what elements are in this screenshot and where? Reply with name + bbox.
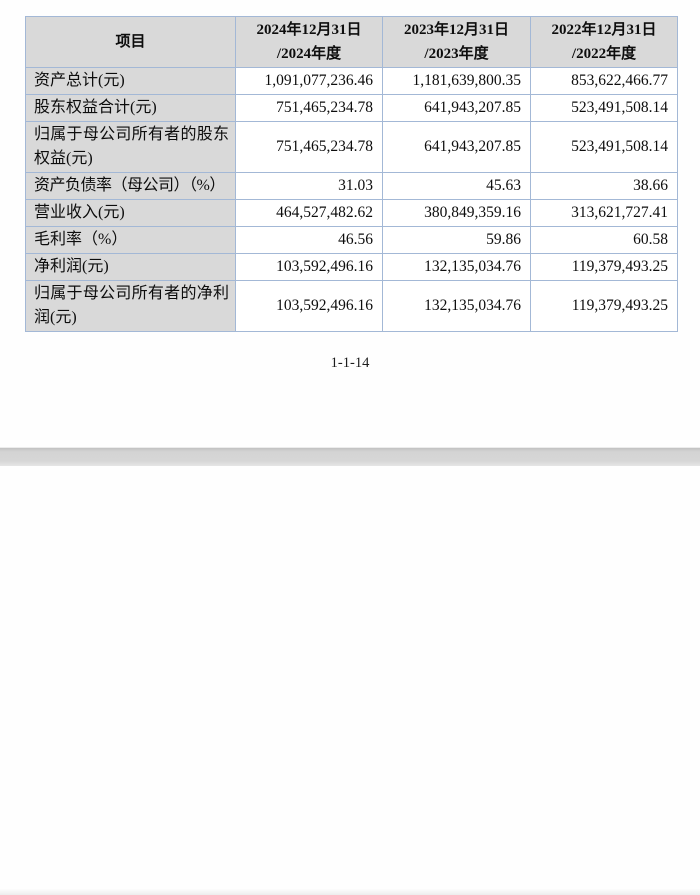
- table-row: 毛利率（%） 46.56 59.86 60.58: [25, 226, 678, 254]
- page-separator: [0, 447, 700, 466]
- value-cell: 751,465,234.78: [235, 121, 383, 173]
- table-header-row: 项目 2024年12月31日 /2024年度 2023年12月31日 /2023年度…: [25, 16, 678, 68]
- row-label: 净利润(元): [25, 253, 236, 281]
- value-cell: 464,527,482.62: [235, 199, 383, 227]
- period-column-header: 2022年12月31日 /2022年度: [530, 16, 678, 68]
- value-cell: 60.58: [530, 226, 678, 254]
- value-cell: 641,943,207.85: [382, 94, 531, 122]
- value-cell: 31.03: [235, 172, 383, 200]
- next-page-separator-hint: [0, 888, 700, 895]
- table-row: 净利润(元) 103,592,496.16 132,135,034.76 119,37…: [25, 253, 678, 281]
- value-cell: 132,135,034.76: [382, 280, 531, 332]
- row-label: 资产负债率（母公司）（%）: [25, 172, 236, 200]
- row-label: 资产总计(元): [25, 67, 236, 95]
- table-row: 营业收入(元) 464,527,482.62 380,849,359.16 313,6…: [25, 199, 678, 227]
- value-cell: 641,943,207.85: [382, 121, 531, 173]
- pdf-page-1: 项目 2024年12月31日 /2024年度 2023年12月31日 /2023年度…: [0, 0, 700, 447]
- row-label: 毛利率（%）: [25, 226, 236, 254]
- value-cell: 313,621,727.41: [530, 199, 678, 227]
- value-cell: 45.63: [382, 172, 531, 200]
- value-cell: 853,622,466.77: [530, 67, 678, 95]
- table-row: 资产负债率（母公司）（%） 31.03 45.63 38.66: [25, 172, 678, 200]
- table-row: 归属于母公司所有者的净利润(元) 103,592,496.16 132,135,03…: [25, 280, 678, 332]
- value-cell: 59.86: [382, 226, 531, 254]
- value-cell: 38.66: [530, 172, 678, 200]
- pdf-page-2: 归属于母公司所有者的扣除非经常性损益后的净利润(元)101,133,678.09…: [0, 465, 700, 895]
- value-cell: 103,592,496.16: [235, 280, 383, 332]
- value-cell: 1,091,077,236.46: [235, 67, 383, 95]
- value-cell: 132,135,034.76: [382, 253, 531, 281]
- row-label: 归属于母公司所有者的股东权益(元): [25, 121, 236, 173]
- value-cell: 751,465,234.78: [235, 94, 383, 122]
- table-row: 资产总计(元) 1,091,077,236.46 1,181,639,800.35 8…: [25, 67, 678, 95]
- value-cell: 103,592,496.16: [235, 253, 383, 281]
- value-cell: 380,849,359.16: [382, 199, 531, 227]
- value-cell: 523,491,508.14: [530, 94, 678, 122]
- value-cell: 1,181,639,800.35: [382, 67, 531, 95]
- period-column-header: 2024年12月31日 /2024年度: [235, 16, 383, 68]
- row-label: 营业收入(元): [25, 199, 236, 227]
- row-label: 股东权益合计(元): [25, 94, 236, 122]
- value-cell: 523,491,508.14: [530, 121, 678, 173]
- table-row: 归属于母公司所有者的股东权益(元) 751,465,234.78 641,943,2…: [25, 121, 678, 173]
- row-label: 归属于母公司所有者的净利润(元): [25, 280, 236, 332]
- table-row: 股东权益合计(元) 751,465,234.78 641,943,207.85 523…: [25, 94, 678, 122]
- financial-summary-table-1: 项目 2024年12月31日 /2024年度 2023年12月31日 /2023年度…: [25, 16, 678, 332]
- item-column-header: 项目: [25, 16, 236, 68]
- period-column-header: 2023年12月31日 /2023年度: [382, 16, 531, 68]
- value-cell: 119,379,493.25: [530, 253, 678, 281]
- value-cell: 46.56: [235, 226, 383, 254]
- value-cell: 119,379,493.25: [530, 280, 678, 332]
- page-number: 1-1-14: [330, 355, 370, 371]
